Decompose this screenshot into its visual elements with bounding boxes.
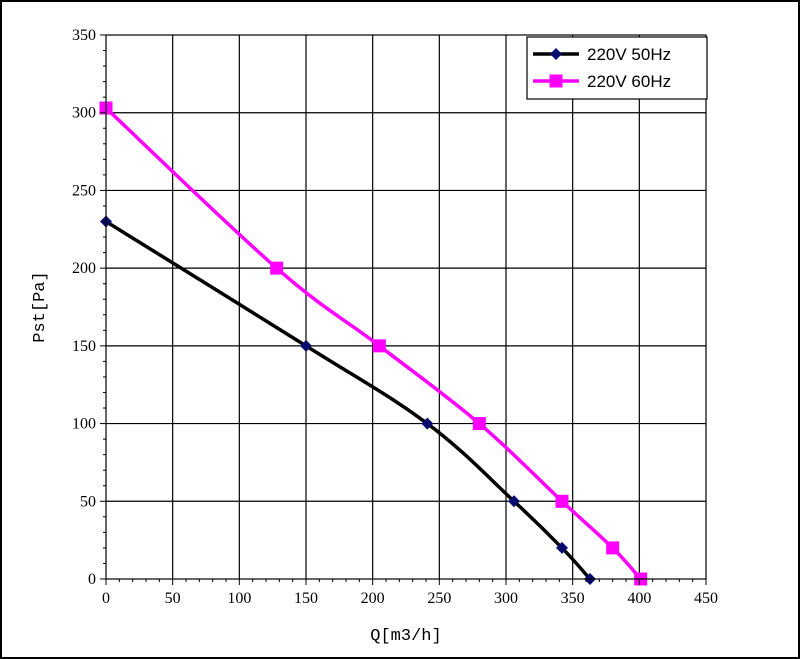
legend-marker-1 <box>550 48 562 60</box>
markers <box>99 101 648 586</box>
x-tick-label: 400 <box>627 590 651 607</box>
y-tick-label: 50 <box>80 493 96 510</box>
data-point-series-2 <box>270 261 284 275</box>
data-point-series-1 <box>508 495 520 508</box>
x-tick-label: 450 <box>694 590 718 607</box>
legend-box <box>526 36 708 100</box>
legend-label-1: 220V 50Hz <box>587 45 671 64</box>
data-point-series-1 <box>556 541 568 554</box>
legend: 220V 50Hz 220V 60Hz <box>526 36 708 100</box>
data-point-series-2 <box>472 417 486 431</box>
y-tick-label: 200 <box>72 260 96 277</box>
x-tick-label: 350 <box>561 590 585 607</box>
x-tick-label: 100 <box>227 590 251 607</box>
y-tick-label: 350 <box>72 27 96 44</box>
y-tick-label: 100 <box>72 416 96 433</box>
y-tick-label: 150 <box>72 338 96 355</box>
tick-labels: 0 50 100 150 200 250 300 350 400 450 0 50 100 150 200 2… <box>72 27 718 607</box>
series-line-1 <box>104 219 592 581</box>
x-tick-label: 200 <box>361 590 385 607</box>
plot-border <box>105 34 707 580</box>
x-tick-label: 250 <box>427 590 451 607</box>
y-tick-label: 0 <box>88 571 96 588</box>
ticks <box>100 34 707 585</box>
y-axis-title: Pst[Pa] <box>31 271 50 342</box>
legend-marker-2 <box>549 74 563 88</box>
data-point-series-2 <box>372 339 386 353</box>
x-tick-label: 150 <box>294 590 318 607</box>
x-tick-label: 300 <box>494 590 518 607</box>
y-tick-label: 300 <box>72 105 96 122</box>
x-tick-label: 50 <box>165 590 181 607</box>
grid <box>106 35 706 579</box>
data-point-series-2 <box>555 494 569 508</box>
legend-label-2: 220V 60Hz <box>587 72 671 91</box>
x-axis-title: Q[m3/h] <box>370 627 441 646</box>
data-point-series-2 <box>606 541 620 555</box>
data-point-series-1 <box>300 339 312 352</box>
series-line-2 <box>104 106 643 581</box>
data-point-series-1 <box>421 417 434 430</box>
y-tick-label: 250 <box>72 182 96 199</box>
x-tick-label: 0 <box>102 590 110 607</box>
